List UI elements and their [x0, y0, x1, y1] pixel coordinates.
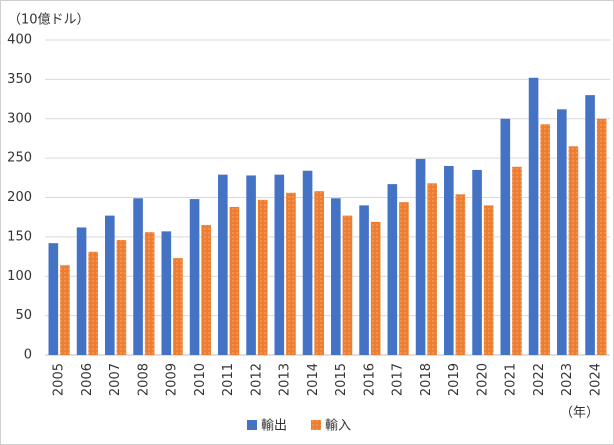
bar [557, 109, 567, 355]
y-tick-label: 350 [7, 72, 32, 87]
x-tick-label: 2011 [221, 363, 236, 396]
bar [201, 225, 211, 355]
bar [116, 240, 127, 355]
bar [60, 265, 70, 355]
y-tick-label: 400 [7, 33, 32, 48]
bar [500, 118, 511, 355]
x-tick-label: 2021 [504, 363, 519, 396]
bar [399, 202, 409, 355]
bar [415, 158, 426, 355]
bar [302, 170, 313, 355]
x-tick-label: 2022 [532, 363, 547, 396]
y-unit: （10億ドル） [8, 12, 90, 28]
x-tick-label: 2008 [136, 363, 151, 396]
y-tick-label: 150 [7, 229, 32, 244]
x-tick-label: 2007 [108, 363, 123, 396]
bar [286, 192, 296, 355]
bar [585, 95, 595, 355]
bar [444, 166, 454, 355]
bar [528, 77, 539, 356]
x-tick-label: 2023 [560, 363, 575, 396]
bar [472, 169, 482, 355]
bar [105, 215, 115, 355]
x-tick-label: 2005 [52, 363, 67, 396]
x-tick-label: 2013 [278, 363, 293, 396]
bar [540, 124, 550, 355]
legend-label: 輸出 [261, 419, 287, 434]
bar [427, 183, 437, 355]
x-tick-label: 2017 [391, 363, 406, 396]
bar [455, 194, 466, 355]
legend-swatch [247, 420, 257, 430]
bar [483, 205, 494, 355]
bar [512, 166, 522, 355]
bar [133, 198, 143, 355]
x-tick-label: 2006 [80, 363, 95, 396]
legend-swatch [311, 420, 321, 430]
x-tick-label: 2010 [193, 363, 208, 396]
x-unit: （年） [560, 406, 599, 421]
y-tick-label: 200 [7, 190, 32, 205]
bar [314, 191, 324, 355]
legend-label: 輸入 [325, 419, 351, 434]
x-tick-label: 2019 [447, 363, 462, 396]
bar [76, 227, 87, 355]
bar [48, 243, 59, 355]
y-tick-label: 100 [7, 269, 32, 284]
bar [257, 199, 268, 355]
x-tick-label: 2020 [475, 363, 490, 396]
x-tick-label: 2016 [362, 363, 377, 396]
bar [274, 174, 285, 355]
x-tick-label: 2012 [249, 363, 264, 396]
bar [596, 118, 607, 355]
bar [189, 199, 200, 355]
y-tick-label: 250 [7, 151, 32, 166]
bar [387, 184, 398, 355]
bar [568, 146, 579, 355]
x-tick-label: 2018 [419, 363, 434, 396]
bar [359, 205, 369, 355]
bar [218, 174, 228, 355]
bar [229, 206, 240, 355]
x-tick-label: 2024 [588, 363, 603, 396]
x-tick-label: 2014 [306, 363, 321, 396]
bar [331, 198, 341, 355]
bar [173, 258, 183, 355]
bar [161, 231, 172, 355]
x-tick-label: 2015 [334, 363, 349, 396]
bar [246, 175, 256, 355]
bar [342, 215, 353, 355]
bar [88, 251, 98, 355]
x-tick-label: 2009 [165, 363, 180, 396]
bar [370, 221, 381, 355]
y-tick-label: 300 [7, 111, 32, 126]
bar [144, 232, 155, 355]
y-tick-label: 0 [24, 348, 32, 363]
y-tick-label: 50 [15, 308, 32, 323]
